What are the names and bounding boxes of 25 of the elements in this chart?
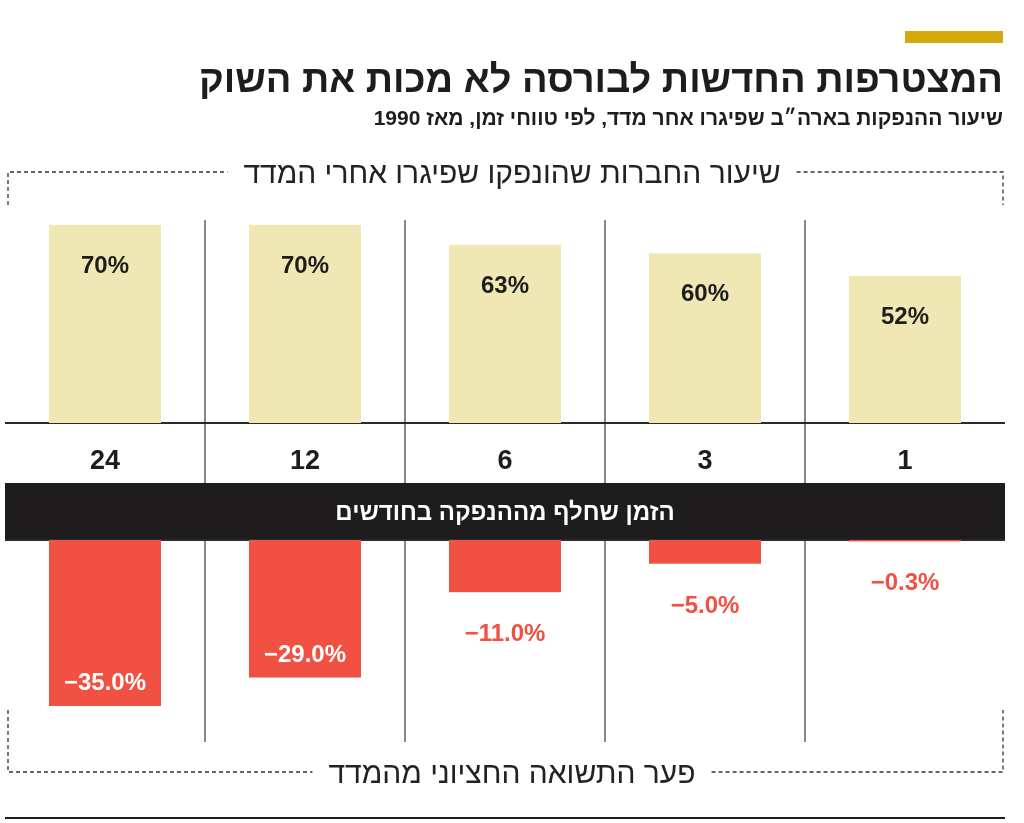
x-axis-title: הזמן שחלף מההנפקה בחודשים xyxy=(335,498,675,525)
data-label: 70% xyxy=(280,251,330,278)
text: המצטרפות החדשות לבורסה לא מכות את השוק xyxy=(198,58,1003,100)
data-label: −29.0% xyxy=(263,639,347,667)
bar xyxy=(449,244,561,423)
x-tick-label: 1 xyxy=(897,445,913,475)
bar xyxy=(249,225,361,423)
x-tick-label: 6 xyxy=(497,445,513,475)
x-tick-label: 12 xyxy=(289,445,321,475)
data-label: −0.3% xyxy=(870,568,940,596)
data-label: −11.0% xyxy=(464,619,546,647)
data-label: 63% xyxy=(480,270,530,298)
text: פער התשואה החציוני מהמדד xyxy=(328,756,696,789)
x-tick-label: 24 xyxy=(89,445,121,475)
data-label: 60% xyxy=(680,279,730,307)
text: שיעור ההנפקות בארה״ב שפיגרו אחר מדד, לפי טווחי זמן, מאז 1990 xyxy=(373,106,1004,129)
bar xyxy=(49,225,161,423)
bar xyxy=(849,275,961,423)
chart-title: שיעור החברות שהונפקו שפיגרו אחרי המדד xyxy=(243,156,781,189)
data-label: 52% xyxy=(880,301,930,329)
data-label: −5.0% xyxy=(670,590,740,618)
bar xyxy=(649,253,761,423)
data-label: 70% xyxy=(80,251,130,278)
data-label: −35.0% xyxy=(63,668,147,695)
x-tick-label: 3 xyxy=(697,445,713,475)
